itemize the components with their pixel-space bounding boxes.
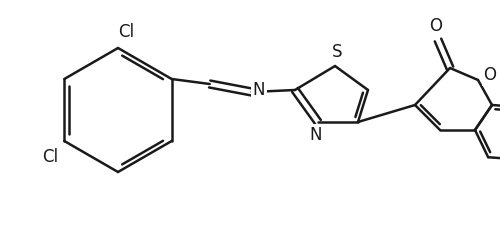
Text: O: O xyxy=(430,17,442,35)
Text: N: N xyxy=(310,126,322,144)
Text: Cl: Cl xyxy=(118,23,134,41)
Text: Cl: Cl xyxy=(42,148,58,166)
Text: N: N xyxy=(252,81,265,99)
Text: O: O xyxy=(484,66,496,84)
Text: S: S xyxy=(332,43,342,61)
